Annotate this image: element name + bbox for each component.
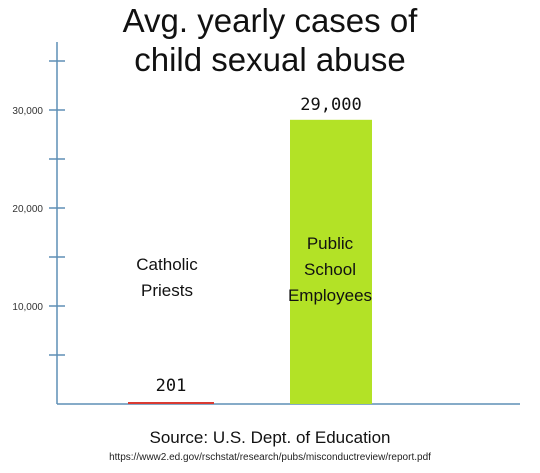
category-label-1: School [304,260,356,279]
chart-title-line-1: Avg. yearly cases of [122,2,418,39]
category-label-1: Public [307,234,354,253]
bar-0 [128,402,214,404]
category-label-1: Employees [288,286,372,305]
data-label-1: 29,000 [300,95,361,115]
source-url[interactable]: https://www2.ed.gov/rschstat/research/pu… [109,452,431,463]
chart-title-line-2: child sexual abuse [134,41,406,78]
y-tick-label: 10,000 [12,302,43,313]
y-tick-label: 30,000 [12,106,43,117]
source-note: Source: U.S. Dept. of Education [149,428,391,447]
data-label-0: 201 [156,376,187,396]
category-label-0: Priests [141,281,193,300]
y-tick-label: 20,000 [12,204,43,215]
category-label-0: Catholic [136,255,198,274]
bar-1 [290,119,372,405]
